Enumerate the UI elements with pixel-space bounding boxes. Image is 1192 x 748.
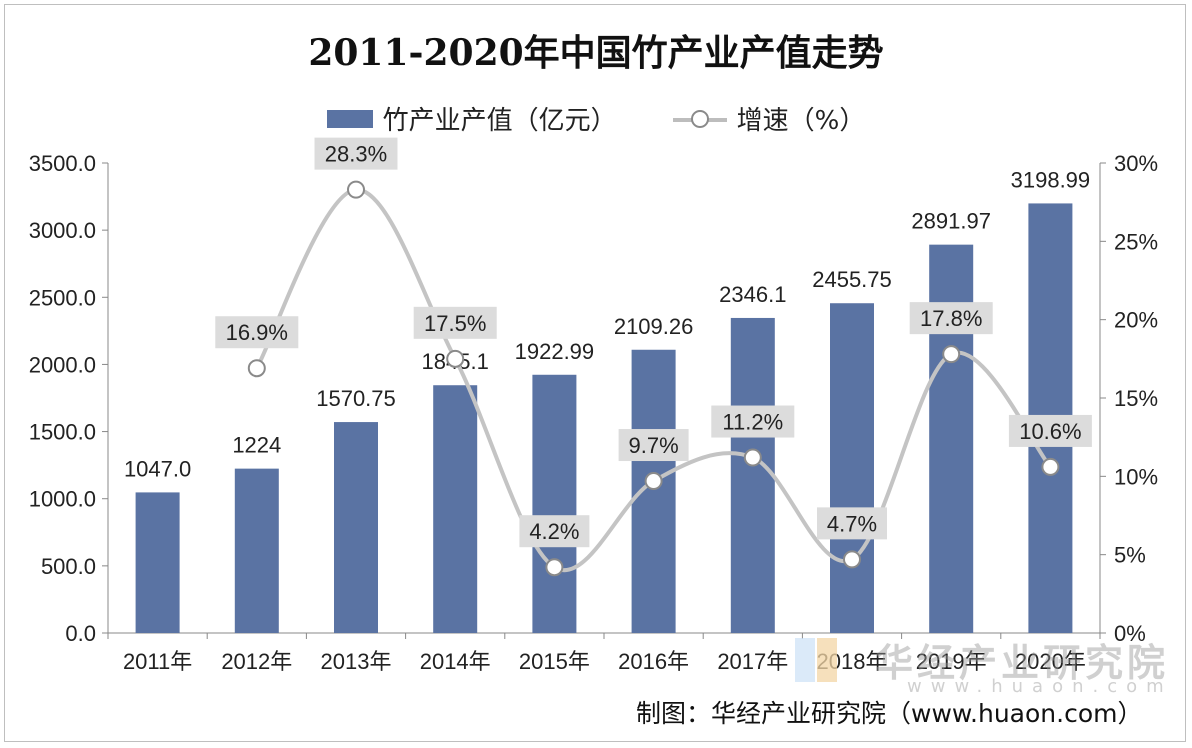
growth-data-label: 4.7%: [827, 511, 877, 536]
source-note: 制图：华经产业研究院（www.huaon.com）: [636, 699, 1143, 728]
growth-label-box: [519, 515, 590, 548]
growth-point: [545, 558, 564, 577]
bar: [234, 468, 279, 633]
y-left-tick-label: 500.0: [41, 554, 96, 579]
bar: [135, 492, 180, 633]
growth-data-label: 16.9%: [226, 320, 288, 345]
y-left-tick-label: 2000.0: [29, 352, 96, 377]
y-right-tick-label: 15%: [1114, 386, 1158, 411]
bar: [334, 422, 378, 633]
legend-line-swatch: [672, 108, 727, 130]
y-right-tick-label: 25%: [1114, 229, 1158, 254]
growth-label-box: [215, 316, 299, 349]
x-tick-label: 2012年: [221, 649, 292, 674]
x-tick-label: 2018年: [817, 649, 888, 674]
growth-data-label: 28.3%: [325, 142, 387, 167]
growth-point: [644, 472, 663, 491]
y-right-tick-label: 5%: [1114, 543, 1146, 568]
x-tick-label: 2013年: [321, 649, 392, 674]
bar-data-label: 1224: [232, 433, 281, 458]
growth-label-box: [909, 302, 993, 335]
legend-line-label: 增速（%）: [736, 106, 866, 136]
bar-data-label: 2891.97: [911, 209, 991, 234]
growth-point: [843, 550, 861, 569]
legend-bar-label: 竹产业产值（亿元）: [382, 106, 617, 136]
growth-data-label: 9.7%: [629, 433, 679, 458]
y-right-tick-label: 10%: [1114, 464, 1158, 489]
growth-data-label: 10.6%: [1019, 419, 1081, 444]
bar-data-label: 1047.0: [124, 456, 191, 481]
growth-data-label: 17.5%: [424, 311, 486, 336]
x-tick-label: 2016年: [618, 649, 689, 674]
bar: [532, 374, 577, 633]
legend-item-line: 增速（%）: [672, 100, 866, 137]
x-tick-label: 2011年: [123, 649, 192, 674]
legend-item-bar: 竹产业产值（亿元）: [326, 100, 617, 137]
bar-data-label: 1922.99: [515, 339, 595, 364]
x-tick-label: 2020年: [1015, 649, 1086, 674]
y-right-tick-label: 0%: [1114, 621, 1146, 646]
y-left-tick-label: 1000.0: [29, 487, 96, 512]
bar-data-label: 3198.99: [1011, 167, 1091, 192]
growth-label-box: [817, 507, 887, 540]
growth-label-box: [1008, 414, 1092, 447]
bar-data-label: 2346.1: [719, 282, 786, 307]
growth-label-box: [711, 405, 795, 438]
growth-data-label: 17.8%: [920, 306, 982, 331]
growth-label-box: [413, 306, 497, 339]
bar-data-label: 2455.75: [812, 267, 892, 292]
bar-data-label: 2109.26: [614, 314, 694, 339]
legend-bar-swatch: [326, 109, 373, 128]
bar-data-label: 1570.75: [316, 386, 396, 411]
growth-point: [1041, 457, 1060, 476]
bar: [433, 385, 478, 633]
growth-point: [743, 448, 762, 467]
chart-legend: 竹产业产值（亿元） 增速（%）: [0, 100, 1192, 137]
bar: [730, 317, 775, 633]
growth-data-label: 4.2%: [529, 519, 579, 544]
chart-title: 2011-2020年中国竹产业产值走势: [308, 32, 884, 74]
y-left-tick-label: 1500.0: [29, 420, 96, 445]
y-left-tick-label: 3000.0: [29, 218, 96, 243]
growth-line: [255, 187, 1052, 572]
y-left-tick-label: 3500.0: [29, 151, 96, 176]
growth-point: [942, 345, 961, 364]
growth-label-box: [618, 429, 689, 462]
x-tick-label: 2015年: [519, 649, 590, 674]
growth-point: [446, 349, 465, 368]
bar: [830, 303, 874, 633]
y-right-tick-label: 20%: [1114, 308, 1158, 333]
x-tick-label: 2014年: [420, 649, 491, 674]
x-tick-label: 2019年: [916, 649, 987, 674]
growth-point: [347, 180, 365, 199]
x-tick-label: 2017年: [717, 649, 788, 674]
growth-label-box: [314, 137, 398, 170]
y-left-tick-label: 2500.0: [29, 285, 96, 310]
y-right-tick-label: 30%: [1114, 151, 1158, 176]
y-left-tick-label: 0.0: [65, 621, 96, 646]
growth-point: [247, 359, 266, 378]
growth-data-label: 11.2%: [722, 410, 783, 435]
